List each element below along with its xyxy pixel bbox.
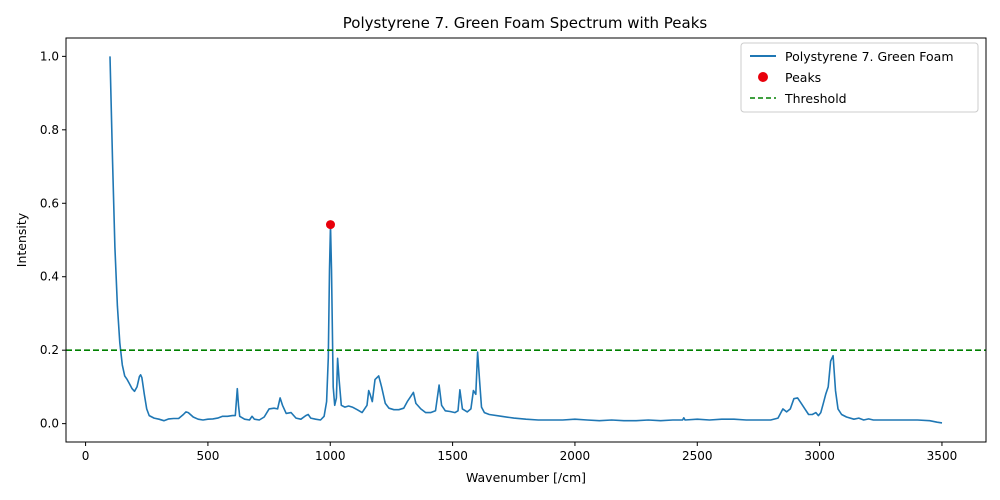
y-tick-label: 1.0 xyxy=(40,49,59,63)
series-layer xyxy=(109,56,943,424)
x-tick-label: 0 xyxy=(82,449,90,463)
legend-peak-swatch xyxy=(758,72,768,82)
legend-label-threshold: Threshold xyxy=(784,91,847,106)
x-tick-label: 1000 xyxy=(315,449,346,463)
y-axis-label: Intensity xyxy=(14,212,29,267)
legend-label-peaks: Peaks xyxy=(785,70,821,85)
chart-title: Polystyrene 7. Green Foam Spectrum with … xyxy=(343,14,708,32)
x-axis-ticks: 0 500 1000 1500 2000 2500 3000 3500 xyxy=(82,442,957,463)
legend-label-spectrum: Polystyrene 7. Green Foam xyxy=(785,49,954,64)
x-tick-label: 500 xyxy=(196,449,219,463)
x-tick-label: 3500 xyxy=(927,449,958,463)
x-tick-label: 2000 xyxy=(560,449,591,463)
x-tick-label: 2500 xyxy=(682,449,713,463)
legend: Polystyrene 7. Green Foam Peaks Threshol… xyxy=(740,42,979,113)
plot-frame xyxy=(65,37,987,443)
x-tick-label: 1500 xyxy=(437,449,468,463)
y-tick-label: 0.0 xyxy=(40,417,59,431)
peak-marker xyxy=(326,220,335,230)
peaks-layer xyxy=(326,220,335,230)
y-tick-label: 0.2 xyxy=(40,343,59,357)
y-axis-ticks: 0.0 0.2 0.4 0.6 0.8 1.0 xyxy=(40,49,66,431)
legend-box xyxy=(740,42,979,113)
x-axis-label: Wavenumber [/cm] xyxy=(466,470,586,485)
y-tick-label: 0.4 xyxy=(40,270,59,284)
y-tick-label: 0.8 xyxy=(40,123,59,137)
chart-title-text: Polystyrene 7. Green Foam Spectrum with … xyxy=(343,14,708,32)
x-tick-label: 3000 xyxy=(804,449,835,463)
spectrum-line xyxy=(109,56,943,424)
y-tick-label: 0.6 xyxy=(40,196,59,210)
